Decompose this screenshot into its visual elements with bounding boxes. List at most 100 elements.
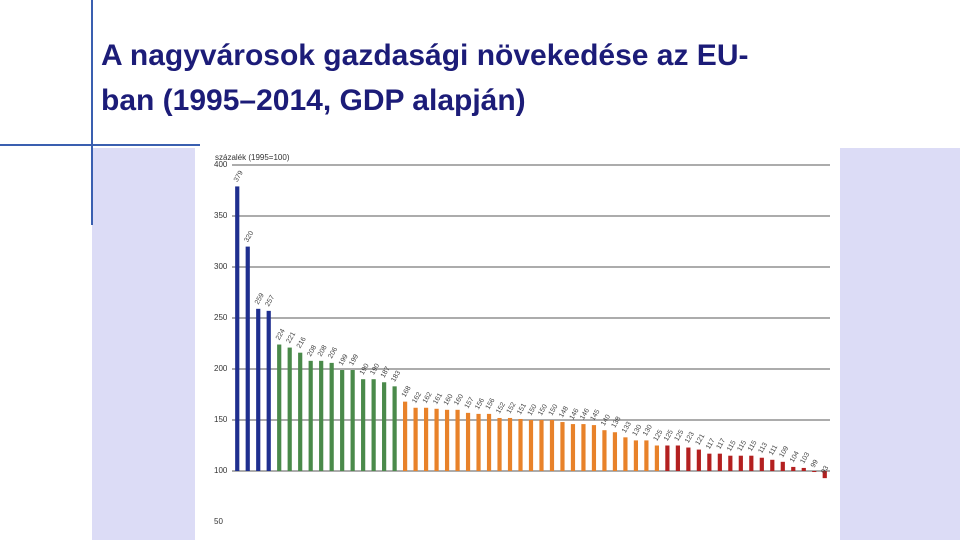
bar [486,413,492,471]
bar [256,308,261,471]
data-label: 320 [243,230,255,244]
bar [644,440,649,471]
bar [382,382,387,471]
bar [340,370,345,471]
bar [696,449,701,471]
bar [633,440,639,471]
bar [707,453,712,471]
bar [507,417,513,471]
data-label: 104 [789,450,801,464]
bar [665,445,670,471]
data-label: 156 [485,397,497,411]
bar [822,471,827,479]
bar [549,420,555,471]
bar [444,409,450,471]
data-label: 257 [264,294,276,308]
bar [361,379,366,471]
data-label: 151 [516,402,528,416]
bar [791,466,796,471]
data-label: 259 [254,292,266,306]
bar [581,424,586,471]
bar [738,455,743,471]
data-label: 138 [611,416,623,430]
data-label: 162 [422,391,434,405]
data-label: 199 [338,353,350,367]
y-tick-label: 50 [214,517,223,526]
data-label: 103 [799,451,811,465]
bar [770,459,775,471]
data-label: 150 [537,403,549,417]
data-label: 206 [327,346,339,360]
bar [497,417,502,471]
bar [749,455,754,471]
bar [602,430,607,471]
bar [717,453,722,471]
data-label: 187 [380,366,392,380]
bar [759,457,764,471]
data-label: 160 [443,393,455,407]
bar [612,432,618,471]
y-tick-label: 100 [214,466,228,475]
data-label: 130 [642,424,654,438]
chart-area [195,148,840,540]
data-label: 133 [621,421,633,435]
bar [308,360,313,471]
bar [371,379,376,471]
bar [403,401,408,471]
bar [686,447,691,471]
bar [392,386,397,471]
bar [780,461,785,471]
data-label: 150 [527,403,539,417]
data-label: 183 [390,370,402,384]
data-label: 161 [432,392,444,406]
data-label: 148 [558,405,570,419]
y-tick-label: 200 [214,364,228,373]
data-label: 125 [674,429,686,443]
data-label: 156 [474,397,486,411]
bar [266,310,271,471]
data-label: 152 [506,401,518,415]
bar [528,420,534,471]
data-label: 162 [411,391,423,405]
data-label: 221 [285,331,297,345]
y-axis-label: százalék (1995=100) [215,153,290,162]
bar [329,362,334,471]
bar [319,360,324,471]
bar [465,412,471,471]
bar [518,418,523,471]
data-label: 168 [401,385,413,399]
bar [287,347,292,471]
data-label: 146 [579,407,591,421]
data-label: 117 [705,437,717,450]
title-line: ban (1995–2014, GDP alapján) [101,84,526,117]
bar [623,437,628,471]
bar [539,420,544,471]
title-line: A nagyvárosok gazdasági növekedése az EU… [101,39,748,72]
bar [560,422,565,471]
data-label: 123 [684,431,696,445]
data-label: 117 [716,437,728,450]
bar [350,370,355,471]
data-label: 125 [663,429,675,443]
data-label: 208 [317,344,329,358]
bar [570,424,576,471]
data-label: 93 [820,465,830,475]
data-label: 216 [296,336,308,350]
data-label: 115 [747,439,759,452]
y-tick-label: 350 [214,211,228,220]
data-label: 140 [600,413,612,427]
data-label: 199 [348,353,360,367]
y-tick-label: 150 [214,415,228,424]
bar [423,407,429,471]
bar [413,407,418,471]
bar [455,409,460,471]
bar [812,471,817,473]
data-label: 145 [590,408,602,422]
data-label: 190 [359,362,371,376]
data-label: 190 [369,362,381,376]
data-label: 146 [569,407,581,421]
data-label: 115 [736,439,748,452]
data-label: 121 [695,433,707,447]
bar [654,445,659,471]
